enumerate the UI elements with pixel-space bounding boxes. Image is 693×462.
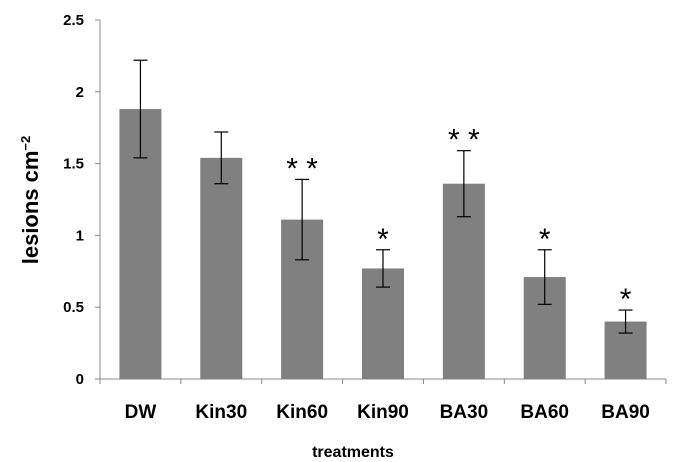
y-axis-label-superscript: −2: [18, 136, 33, 151]
y-tick-label: 0: [76, 371, 84, 388]
significance-markers: * * * * * * *: [286, 124, 631, 316]
significance-star: *: [539, 223, 551, 256]
y-axis-label-main: lesions cm: [18, 151, 43, 265]
y-tick-label: 1.5: [63, 156, 84, 173]
significance-star: * *: [286, 152, 318, 185]
y-axis-label: lesions cm−2: [18, 136, 43, 265]
x-tick-label: Kin30: [195, 402, 247, 423]
x-tick-label: BA60: [520, 402, 569, 423]
x-tick-label: Kin60: [276, 402, 328, 423]
x-tick-label: Kin90: [357, 402, 409, 423]
x-axis-label: treatments: [312, 444, 394, 461]
y-tick-label: 2.5: [63, 12, 84, 29]
significance-star: *: [377, 223, 389, 256]
significance-star: * *: [448, 124, 480, 157]
y-tick-label: 2: [76, 84, 84, 101]
y-tick-label: 1: [76, 227, 84, 244]
bars: [119, 109, 647, 380]
x-tick-label: DW: [125, 402, 157, 423]
error-bars: [133, 59, 633, 334]
y-ticks: 0 0.5 1 1.5 2 2.5: [63, 12, 100, 388]
significance-star: *: [620, 283, 632, 316]
x-ticks: DW Kin30 Kin60 Kin90 BA30 BA60 BA90: [99, 379, 667, 423]
x-tick-label: BA90: [601, 402, 650, 423]
y-tick-label: 0.5: [63, 299, 84, 316]
bar-kin30: [200, 157, 243, 379]
x-tick-label: BA30: [440, 402, 489, 423]
